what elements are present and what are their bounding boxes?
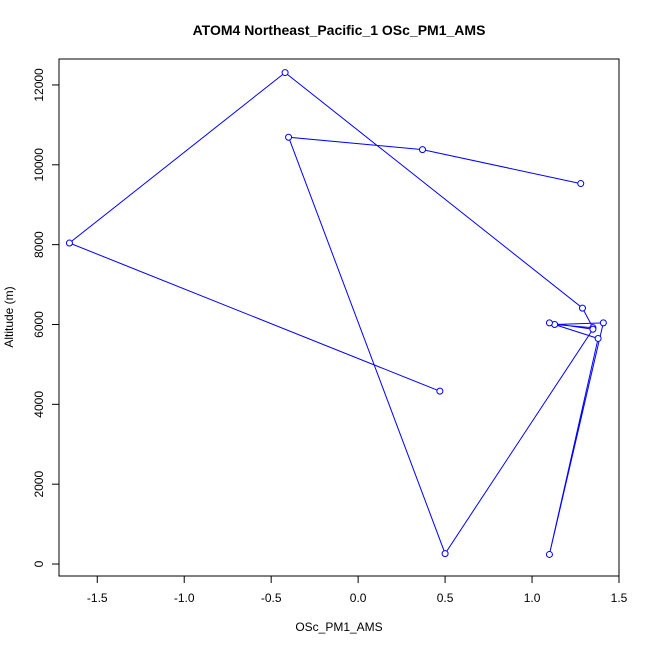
data-point [65,239,73,247]
x-axis: -1.5 -1.0 -0.5 0.0 0.5 1.0 1.5 [87,575,628,605]
series-layer [65,69,607,558]
chart-title: ATOM4 Northeast_Pacific_1 OSc_PM1_AMS [193,22,486,38]
data-point [594,334,602,342]
x-tick-label: 0.0 [350,591,367,605]
y-tick-label: 6000 [32,311,46,338]
y-axis: 0 2000 4000 6000 8000 10000 12000 [32,68,60,567]
x-tick-label: -1.0 [174,591,195,605]
y-tick-label: 2000 [32,471,46,498]
data-point [418,146,426,154]
x-tick-label: 0.5 [437,591,454,605]
data-point [577,180,585,188]
plot-frame [58,58,620,577]
series-line [68,71,604,555]
y-tick-label: 4000 [32,391,46,418]
data-point [281,69,289,77]
data-point [578,304,586,312]
data-point [589,325,597,333]
x-tick-label: -0.5 [261,591,282,605]
data-point [545,550,553,558]
x-tick-label: 1.0 [524,591,541,605]
x-axis-label: OSc_PM1_AMS [295,620,382,634]
x-tick-label: 1.5 [611,591,628,605]
x-tick-label: -1.5 [87,591,108,605]
y-axis-label: Altitude (m) [2,286,16,347]
data-point [599,319,607,327]
data-point [436,387,444,395]
data-point [441,550,449,558]
y-tick-label: 12000 [32,68,46,102]
y-tick-label: 0 [32,560,46,567]
data-point [545,319,553,327]
y-tick-label: 8000 [32,231,46,258]
y-tick-label: 10000 [32,148,46,182]
data-point [285,133,293,141]
